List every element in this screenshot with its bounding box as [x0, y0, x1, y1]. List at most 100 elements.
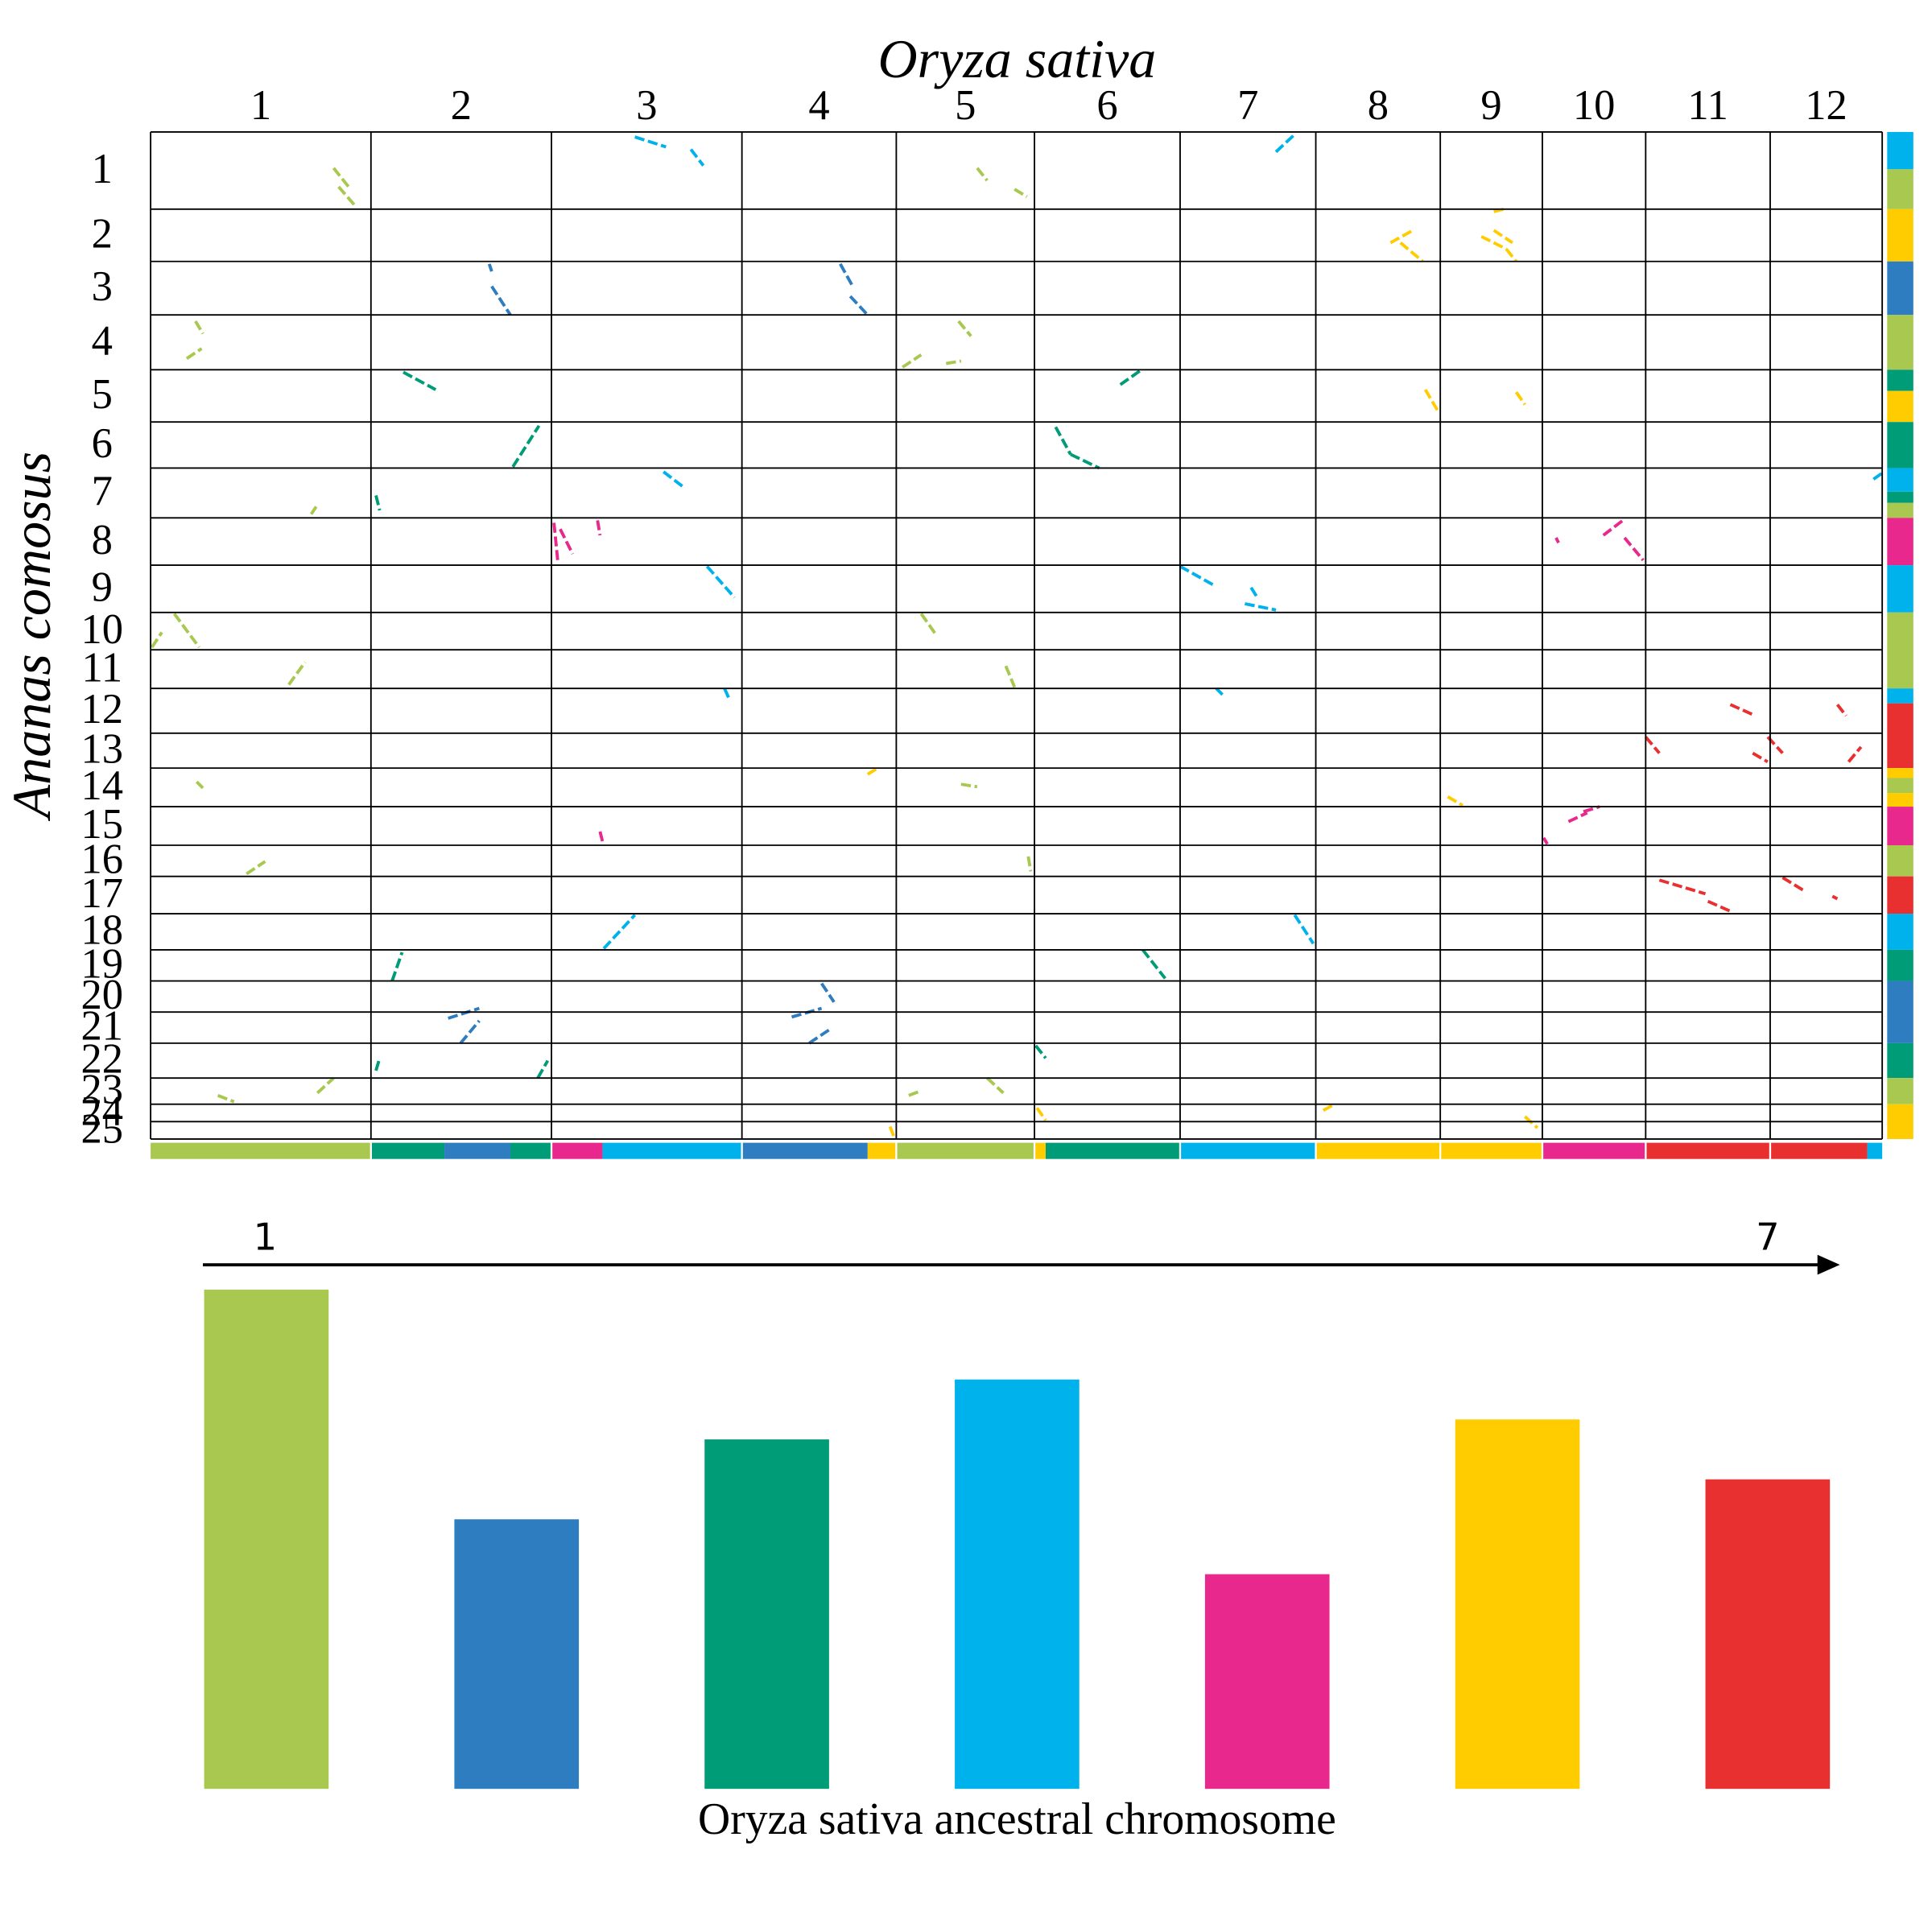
synteny-segment	[598, 831, 605, 842]
chromosome-strip	[444, 1142, 511, 1159]
chromosome-strip	[510, 1142, 552, 1159]
synteny-segment	[689, 148, 705, 167]
arrow-head	[1817, 1254, 1840, 1275]
row-label: 23	[81, 1067, 124, 1113]
synteny-segment	[1423, 389, 1439, 412]
chromosome-strip	[1867, 1142, 1883, 1159]
synteny-segment	[559, 528, 575, 555]
synteny-segment	[1322, 1102, 1335, 1113]
synteny-segment	[511, 424, 541, 468]
chromosome-strip	[1887, 688, 1913, 704]
synteny-segment	[195, 780, 204, 790]
row-label: 22	[81, 1036, 124, 1083]
chromosome-strip	[1887, 778, 1913, 794]
synteny-segment	[1781, 876, 1806, 893]
row-label: 6	[92, 420, 113, 467]
synteny-segment	[919, 613, 938, 636]
chromosome-strip	[1887, 793, 1913, 807]
synteny-segment	[1026, 856, 1033, 872]
chromosome-strip	[1887, 807, 1913, 845]
row-label: 21	[81, 1003, 124, 1050]
synteny-segment	[1215, 687, 1224, 696]
column-label: 4	[808, 82, 829, 129]
chromosome-strip	[1887, 315, 1913, 370]
chromosome-strip	[1887, 422, 1913, 469]
synteny-segment	[332, 167, 350, 188]
chromosome-strip	[551, 1142, 603, 1159]
chromosome-strip	[1887, 565, 1913, 613]
column-label: 6	[1096, 82, 1117, 129]
chromosome-strip	[1887, 1104, 1913, 1139]
synteny-segment	[820, 982, 836, 1003]
row-label: 7	[92, 469, 113, 515]
synteny-segment	[1179, 564, 1215, 587]
x-title: Oryza sativa	[877, 28, 1156, 89]
synteny-segment	[172, 613, 200, 649]
column-label: 12	[1805, 82, 1847, 129]
synteny-segment	[1034, 1044, 1047, 1059]
chromosome-strip	[1179, 1142, 1316, 1159]
synteny-segment	[552, 522, 559, 561]
synteny-segment	[1707, 899, 1732, 913]
y-title: Ananas comosus	[1, 452, 62, 821]
synteny-segment	[536, 1059, 550, 1080]
row-label: 16	[81, 836, 124, 882]
bar	[454, 1519, 580, 1790]
row-label: 13	[81, 726, 124, 773]
chromosome-strip	[1887, 949, 1913, 981]
synteny-segment	[596, 520, 602, 536]
chromosome-strip	[1887, 502, 1913, 518]
synteny-segment	[1492, 229, 1513, 245]
column-label: 11	[1687, 82, 1728, 129]
chromosome-strip	[1887, 491, 1913, 503]
row-label: 11	[81, 644, 122, 691]
bar	[704, 1439, 829, 1790]
chromosome-strip	[1887, 468, 1913, 492]
synteny-segment	[194, 320, 204, 335]
synteny-segment	[945, 359, 962, 365]
column-label: 7	[1237, 82, 1258, 129]
synteny-segment	[888, 1125, 896, 1137]
chromosome-strip	[1887, 703, 1913, 769]
synteny-segment	[1623, 536, 1645, 562]
synteny-segment	[217, 1094, 235, 1104]
synteny-segment	[1505, 248, 1518, 262]
column-label: 9	[1480, 82, 1501, 129]
synteny-segment	[1514, 391, 1526, 406]
synteny-segment	[1035, 1107, 1047, 1121]
row-label: 4	[92, 317, 113, 364]
synteny-segment	[287, 661, 307, 686]
chromosome-strip	[1887, 261, 1913, 316]
chromosome-strip	[1887, 390, 1913, 423]
synteny-segment	[1389, 229, 1414, 245]
chromosome-strip	[1887, 1078, 1913, 1104]
column-label: 3	[636, 82, 657, 129]
synteny-segment	[185, 347, 203, 360]
chromosome-strip	[1045, 1142, 1180, 1159]
chromosome-strip	[370, 1142, 445, 1159]
chromosome-strip	[1542, 1142, 1646, 1159]
synteny-segment	[705, 565, 736, 599]
synteny-segment	[1602, 518, 1626, 537]
synteny-segment	[1119, 368, 1143, 386]
synteny-segment	[1480, 235, 1507, 251]
synteny-segment	[602, 914, 637, 950]
synteny-segment	[1583, 805, 1600, 814]
synteny-segment	[316, 1076, 335, 1095]
row-label: 15	[81, 801, 124, 848]
chromosome-strip	[867, 1142, 897, 1159]
synteny-segment	[976, 167, 989, 182]
column-label: 2	[451, 82, 472, 129]
chromosome-strip	[1887, 768, 1913, 778]
synteny-segment	[957, 320, 972, 337]
synteny-segment	[723, 687, 731, 700]
synteny-segment	[1293, 914, 1315, 945]
row-label: 18	[81, 907, 124, 954]
row-label: 24	[81, 1088, 124, 1135]
chromosome-strip	[1887, 845, 1913, 877]
row-label: 5	[92, 371, 113, 418]
synteny-segment	[663, 470, 686, 489]
synteny-segment	[1835, 704, 1847, 717]
synteny-segment	[839, 262, 854, 287]
